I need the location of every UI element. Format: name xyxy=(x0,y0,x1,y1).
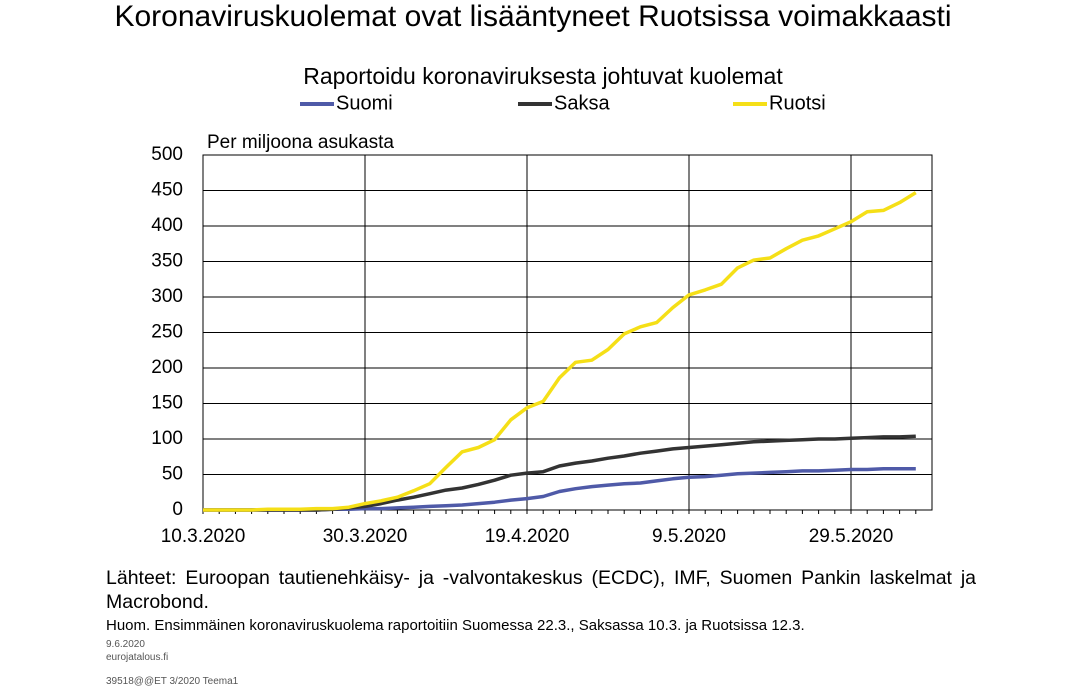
y-tick-label: 400 xyxy=(151,215,183,236)
y-tick-label: 150 xyxy=(151,393,183,414)
y-tick-label: 250 xyxy=(151,322,183,343)
legend-label: Suomi xyxy=(336,92,393,114)
legend-label: Saksa xyxy=(554,92,610,114)
note: Huom. Ensimmäinen koronaviruskuolema rap… xyxy=(106,617,805,634)
legend-label: Ruotsi xyxy=(769,92,826,114)
x-tick-label: 10.3.2020 xyxy=(161,526,246,547)
code: 39518@@ET 3/2020 Teema1 xyxy=(106,676,239,687)
series-line xyxy=(203,434,916,512)
y-tick-label: 100 xyxy=(151,428,183,449)
x-tick-label: 30.3.2020 xyxy=(323,526,408,547)
y-tick-label: 200 xyxy=(151,357,183,378)
chart-title: Koronaviruskuolemat ovat lisääntyneet Ru… xyxy=(114,0,951,33)
y-tick-label: 450 xyxy=(151,180,183,201)
source: Lähteet: Euroopan tautienehkäisy- ja -va… xyxy=(106,567,976,613)
y-tick-label: 300 xyxy=(151,286,183,307)
x-tick-label: 9.5.2020 xyxy=(652,526,726,547)
y-tick-label: 500 xyxy=(151,144,183,165)
date: 9.6.2020 xyxy=(106,639,145,650)
chart-subtitle: Raportoidu koronaviruksesta johtuvat kuo… xyxy=(303,63,783,89)
series-line xyxy=(203,191,917,512)
site: eurojatalous.fi xyxy=(106,652,169,663)
y-tick-label: 0 xyxy=(172,499,183,520)
x-tick-label: 29.5.2020 xyxy=(809,526,894,547)
y-tick-label: 350 xyxy=(151,251,183,272)
x-tick-label: 19.4.2020 xyxy=(485,526,570,547)
plot-frame xyxy=(202,154,933,511)
y-axis-label: Per miljoona asukasta xyxy=(207,132,394,153)
y-tick-label: 50 xyxy=(162,464,183,485)
